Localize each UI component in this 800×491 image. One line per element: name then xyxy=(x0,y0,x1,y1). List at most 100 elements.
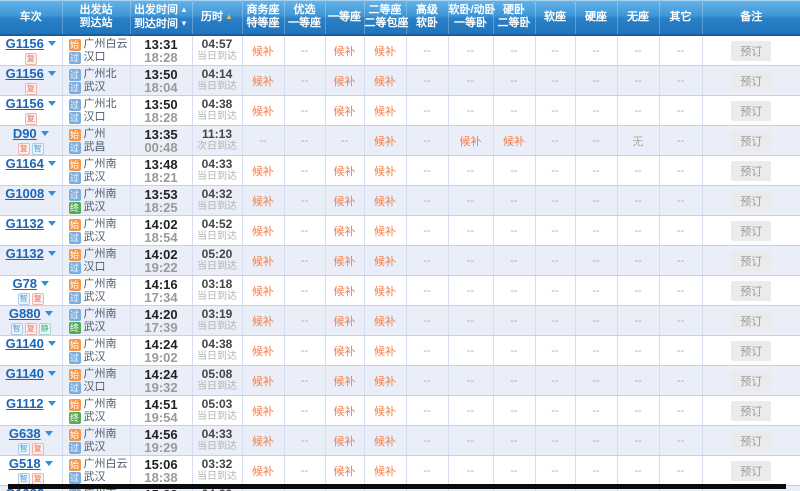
expand-caret-icon[interactable] xyxy=(47,401,56,406)
terminus-station-icon: 终 xyxy=(68,201,81,214)
expand-caret-icon[interactable] xyxy=(47,101,56,106)
book-button[interactable]: 预订 xyxy=(731,40,772,61)
train-cell: G1156 复 xyxy=(0,65,63,96)
train-number-link[interactable]: G518 xyxy=(8,456,41,471)
departure-station-line: 过广州南 xyxy=(63,308,130,321)
arrival-time: 17:34 xyxy=(144,289,178,305)
book-button[interactable]: 预订 xyxy=(731,430,772,451)
train-row: G1140 始广州南过汉口 14:24 19:32 05:08 当日到达 候补 -- 候补 候补 -… xyxy=(0,365,800,396)
seat-cell-hard-seat: -- xyxy=(575,185,618,216)
departure-time: 14:02 xyxy=(144,216,178,232)
arrival-station-name: 武汉 xyxy=(83,410,106,423)
seat-cell-first: 候补 xyxy=(325,365,365,396)
seat-status-label: -- xyxy=(634,104,642,117)
expand-caret-icon[interactable] xyxy=(44,431,53,436)
seat-cell-first: 候补 xyxy=(325,245,365,276)
expand-caret-icon[interactable] xyxy=(47,371,56,376)
seat-status-label: -- xyxy=(423,464,431,477)
expand-caret-icon[interactable] xyxy=(40,131,49,136)
seat-cell-business: 候补 xyxy=(242,455,285,486)
seat-status-label: -- xyxy=(423,164,431,177)
train-cell: G518 智复 xyxy=(0,455,63,486)
arrival-station-name: 武汉 xyxy=(83,80,106,93)
expand-caret-icon[interactable] xyxy=(47,251,56,256)
arrival-day-label: 当日到达 xyxy=(197,321,237,332)
sort-asc-icon[interactable]: ▲ xyxy=(225,12,233,21)
seat-cell-deluxe-soft-sleeper: -- xyxy=(406,65,449,96)
seat-status-label: -- xyxy=(676,254,685,267)
book-button[interactable]: 预订 xyxy=(731,340,772,361)
train-number-link[interactable]: G1032 xyxy=(5,486,44,491)
book-button[interactable]: 预订 xyxy=(731,100,772,121)
header-line: 软座 xyxy=(536,11,575,24)
departure-station-line: 过广州南 xyxy=(63,188,130,201)
waitlist-label: 候补 xyxy=(252,195,274,208)
duration-cell: 05:08 当日到达 xyxy=(192,365,243,396)
header-line: 软卧 xyxy=(407,17,448,30)
seat-status-label: -- xyxy=(592,104,600,117)
column-header-times[interactable]: 出发时间 ▲ 到达时间 ▼ xyxy=(130,0,193,36)
expand-caret-icon[interactable] xyxy=(41,281,50,286)
book-button[interactable]: 预订 xyxy=(731,70,772,91)
seat-cell-other: -- xyxy=(659,275,703,306)
train-number-link[interactable]: G78 xyxy=(12,276,38,291)
column-header-duration[interactable]: 历时 ▲ xyxy=(192,0,243,36)
seat-cell-soft-seat: -- xyxy=(535,275,576,306)
seat-status-label: -- xyxy=(510,164,518,177)
book-button[interactable]: 预订 xyxy=(731,400,772,421)
expand-caret-icon[interactable] xyxy=(47,221,56,226)
expand-caret-icon[interactable] xyxy=(47,341,56,346)
expand-caret-icon[interactable] xyxy=(47,71,56,76)
book-button[interactable]: 预订 xyxy=(731,190,772,211)
train-number-link[interactable]: D90 xyxy=(12,126,37,141)
header-line: 优选 xyxy=(285,4,325,17)
train-row: G1156 复过广州北过武汉 13:50 18:04 04:14 当日到达 候补 -- 候补 候补… xyxy=(0,65,800,96)
remark-cell: 预订 xyxy=(702,395,800,426)
expand-caret-icon[interactable] xyxy=(44,461,53,466)
train-number-link[interactable]: G880 xyxy=(8,306,41,321)
expand-caret-icon[interactable] xyxy=(44,311,53,316)
waitlist-label: 候补 xyxy=(459,135,482,148)
header-label: 特等座 xyxy=(246,17,280,29)
train-number-link[interactable]: G1156 xyxy=(5,66,44,81)
train-number-line: G1164 xyxy=(0,156,61,172)
train-number-link[interactable]: G1132 xyxy=(5,246,44,261)
expand-caret-icon[interactable] xyxy=(47,161,56,166)
train-number-link[interactable]: G1156 xyxy=(5,36,44,51)
arrival-day-label: 当日到达 xyxy=(197,261,237,272)
arrival-day-label: 当日到达 xyxy=(197,51,237,62)
seat-cell-preferred-first: -- xyxy=(284,455,326,486)
train-number-link[interactable]: G1164 xyxy=(5,156,44,171)
duration-value: 04:38 xyxy=(201,337,233,351)
book-button[interactable]: 预订 xyxy=(731,160,772,181)
expand-caret-icon[interactable] xyxy=(47,41,56,46)
book-button[interactable]: 预订 xyxy=(731,280,772,301)
pass-station-icon: 过 xyxy=(68,111,81,124)
book-button[interactable]: 预订 xyxy=(731,310,772,331)
train-number-link[interactable]: G1008 xyxy=(5,186,45,201)
sort-asc-icon[interactable]: ▲ xyxy=(180,5,188,14)
book-button[interactable]: 预订 xyxy=(731,130,772,151)
train-number-link[interactable]: G638 xyxy=(8,426,41,441)
train-row: G1008 过广州南终武汉 13:53 18:25 04:32 当日到达 候补 -- 候补 候补 -… xyxy=(0,185,800,216)
train-number-line: G1156 xyxy=(0,66,61,82)
train-number-link[interactable]: G1132 xyxy=(5,216,44,231)
expand-caret-icon[interactable] xyxy=(48,191,57,196)
book-button[interactable]: 预订 xyxy=(731,370,772,391)
train-number-link[interactable]: G1140 xyxy=(5,336,44,351)
seat-cell-second: 候补 xyxy=(364,155,407,186)
sort-desc-icon[interactable]: ▼ xyxy=(180,19,188,28)
seat-cell-no-seat: -- xyxy=(617,365,660,396)
departure-station-name: 广州南 xyxy=(83,397,117,410)
book-button[interactable]: 预订 xyxy=(731,220,772,241)
train-number-link[interactable]: G1156 xyxy=(5,96,44,111)
train-number-link[interactable]: G1140 xyxy=(5,366,44,381)
book-button[interactable]: 预订 xyxy=(731,460,772,481)
train-number-link[interactable]: G1112 xyxy=(5,396,44,411)
seat-cell-hard-sleeper: -- xyxy=(493,95,536,126)
pass-station-icon: 过 xyxy=(68,68,81,81)
column-header-other: 其它 xyxy=(659,0,703,36)
seat-status-label: -- xyxy=(634,74,642,87)
book-button[interactable]: 预订 xyxy=(731,250,772,271)
header-line: 历时 ▲ xyxy=(193,10,242,24)
